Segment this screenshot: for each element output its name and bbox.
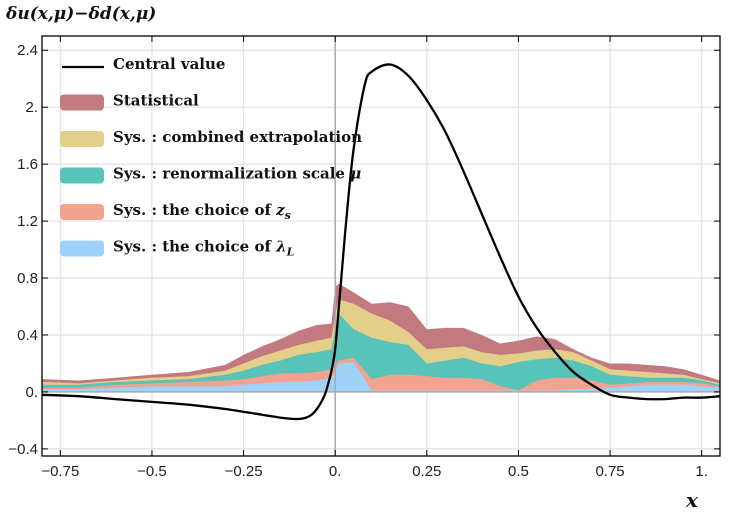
x-tick-label: 1.	[695, 463, 708, 480]
y-axis-label: δu(x,μ)−δd(x,μ)	[6, 4, 157, 24]
legend-swatch	[60, 94, 104, 111]
x-tick-label: 0.25	[412, 463, 441, 480]
central-value-curve	[41, 63, 721, 421]
y-tick-label: 0.8	[17, 270, 38, 287]
uncertainty-bands	[42, 283, 720, 392]
y-tick-label: 1.6	[17, 156, 38, 173]
legend-swatch	[60, 204, 104, 220]
zero-axes	[42, 36, 720, 456]
legend-label: Central value	[113, 55, 225, 73]
legend-swatch	[60, 167, 104, 184]
legend-label: Sys. : renormalization scale μ	[113, 165, 361, 183]
y-tick-label: −0.4	[8, 441, 38, 458]
legend-label: Statistical	[113, 92, 199, 110]
legend-label: Sys. : the choice of zs	[113, 201, 291, 222]
plot-border	[41, 35, 721, 457]
band-sys-the-choice-of-l	[42, 362, 720, 392]
x-tick-label: 0.	[329, 463, 342, 480]
legend-symbol: μ	[350, 165, 361, 183]
y-tick-label: 0.	[25, 384, 38, 401]
x-tick-label: −0.25	[225, 463, 263, 480]
legend-label: Sys. : combined extrapolation	[113, 128, 362, 146]
legend-subscript: s	[285, 209, 291, 222]
x-tick-label: −0.5	[137, 463, 167, 480]
plot-frame	[41, 35, 721, 457]
band-sys-renormalization-scale-	[42, 313, 720, 392]
y-tick-label: 1.2	[17, 213, 38, 230]
legend-swatch	[60, 240, 104, 257]
tick-labels: −0.75 −0.5 −0.25 0. 0.25 0.5 0.75 1. −0.4 0. 0.4 0.…	[8, 36, 720, 480]
x-tick-label: −0.75	[41, 463, 79, 480]
legend: Central value Statistical Sys. : combined …	[60, 55, 362, 259]
legend-symbol: z	[275, 201, 285, 219]
legend-label: Sys. : the choice of λL	[113, 238, 295, 259]
x-tick-label: 0.75	[595, 463, 624, 480]
legend-symbol: λ	[275, 238, 287, 256]
y-tick-label: 2.	[25, 99, 38, 116]
x-tick-label: 0.5	[508, 463, 529, 480]
legend-swatch	[60, 131, 104, 147]
band-sys-the-choice-of-z-s	[42, 357, 720, 392]
central-value-line	[41, 63, 721, 421]
legend-subscript: L	[286, 246, 295, 259]
x-axis-label: x	[686, 488, 698, 512]
y-tick-label: 2.4	[17, 42, 38, 59]
y-tick-label: 0.4	[17, 327, 38, 344]
